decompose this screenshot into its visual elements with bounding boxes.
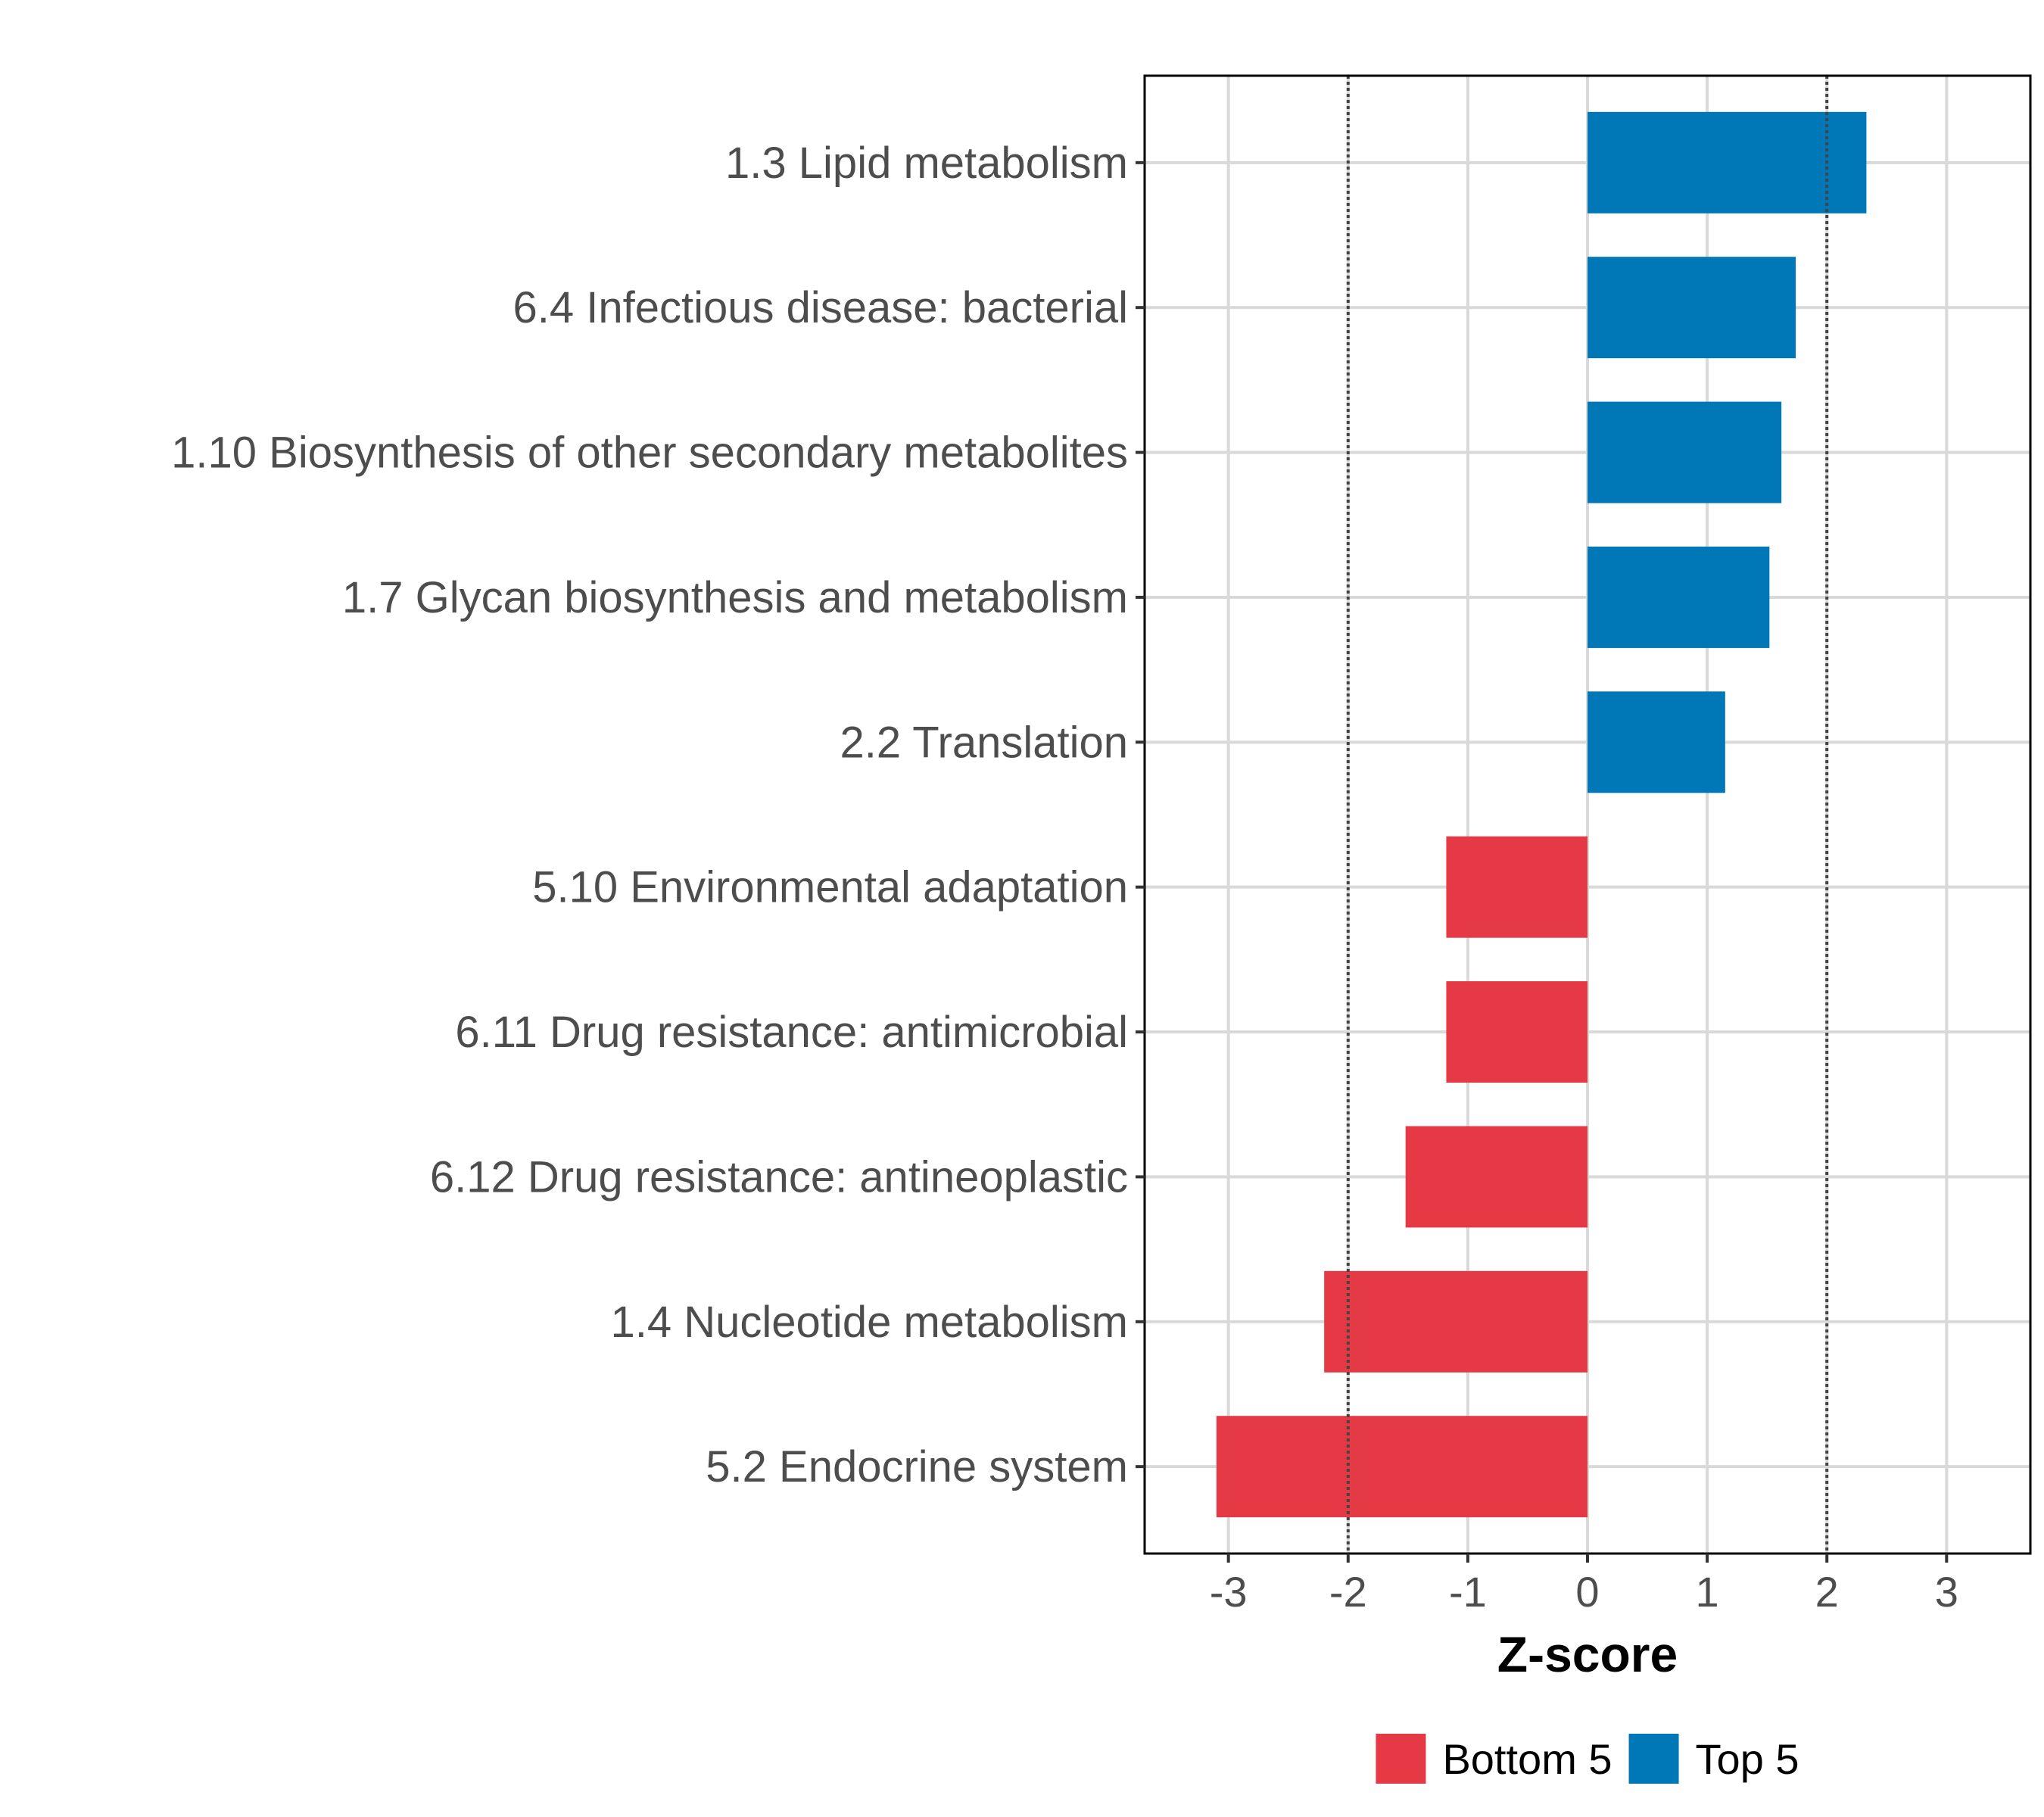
- legend-label: Top 5: [1696, 1735, 1799, 1783]
- category-label: 5.2 Endocrine system: [706, 1442, 1128, 1491]
- category-label: 1.3 Lipid metabolism: [725, 139, 1128, 188]
- category-label: 1.7 Glycan biosynthesis and metabolism: [342, 573, 1128, 622]
- legend-swatch: [1628, 1734, 1679, 1784]
- bar: [1588, 691, 1725, 793]
- x-axis-title: Z-score: [1497, 1626, 1678, 1682]
- category-label: 6.4 Infectious disease: bacterial: [513, 283, 1128, 332]
- legend-swatch: [1376, 1734, 1426, 1784]
- legend-label: Bottom 5: [1442, 1735, 1612, 1783]
- reference-lines: [1346, 76, 1829, 1554]
- bars: [1216, 111, 1867, 1518]
- y-axis: 1.3 Lipid metabolism 6.4 Infectious disea…: [171, 139, 1145, 1491]
- category-label: 1.4 Nucleotide metabolism: [611, 1298, 1128, 1347]
- bar: [1588, 546, 1770, 648]
- category-label: 6.12 Drug resistance: antineoplastic: [430, 1152, 1128, 1201]
- x-tick-label: 2: [1815, 1568, 1839, 1616]
- x-tick-label: -1: [1449, 1568, 1487, 1616]
- bar: [1216, 1416, 1588, 1518]
- category-label: 2.2 Translation: [840, 718, 1128, 767]
- legend-item: Top 5: [1628, 1734, 1799, 1784]
- category-label: 5.10 Environmental adaptation: [532, 863, 1128, 912]
- x-tick-label: 0: [1575, 1568, 1599, 1616]
- x-tick-label: 1: [1696, 1568, 1719, 1616]
- bar: [1405, 1126, 1588, 1228]
- legend-item: Bottom 5: [1376, 1734, 1612, 1784]
- bar: [1588, 401, 1782, 503]
- bar: [1446, 836, 1588, 938]
- bar: [1588, 111, 1867, 213]
- x-tick-label: 3: [1935, 1568, 1958, 1616]
- bar: [1446, 981, 1588, 1083]
- legend: Bottom 5 Top 5: [1376, 1734, 1799, 1784]
- bar: [1324, 1270, 1588, 1373]
- x-tick-label: -3: [1210, 1568, 1248, 1616]
- category-label: 1.10 Biosynthesis of other secondary met…: [171, 429, 1128, 478]
- x-tick-label: -2: [1329, 1568, 1367, 1616]
- x-axis: -3 -2 -1 0 1 2 3: [1210, 1554, 1958, 1616]
- bar: [1588, 257, 1796, 359]
- category-label: 6.11 Drug resistance: antimicrobial: [455, 1008, 1128, 1057]
